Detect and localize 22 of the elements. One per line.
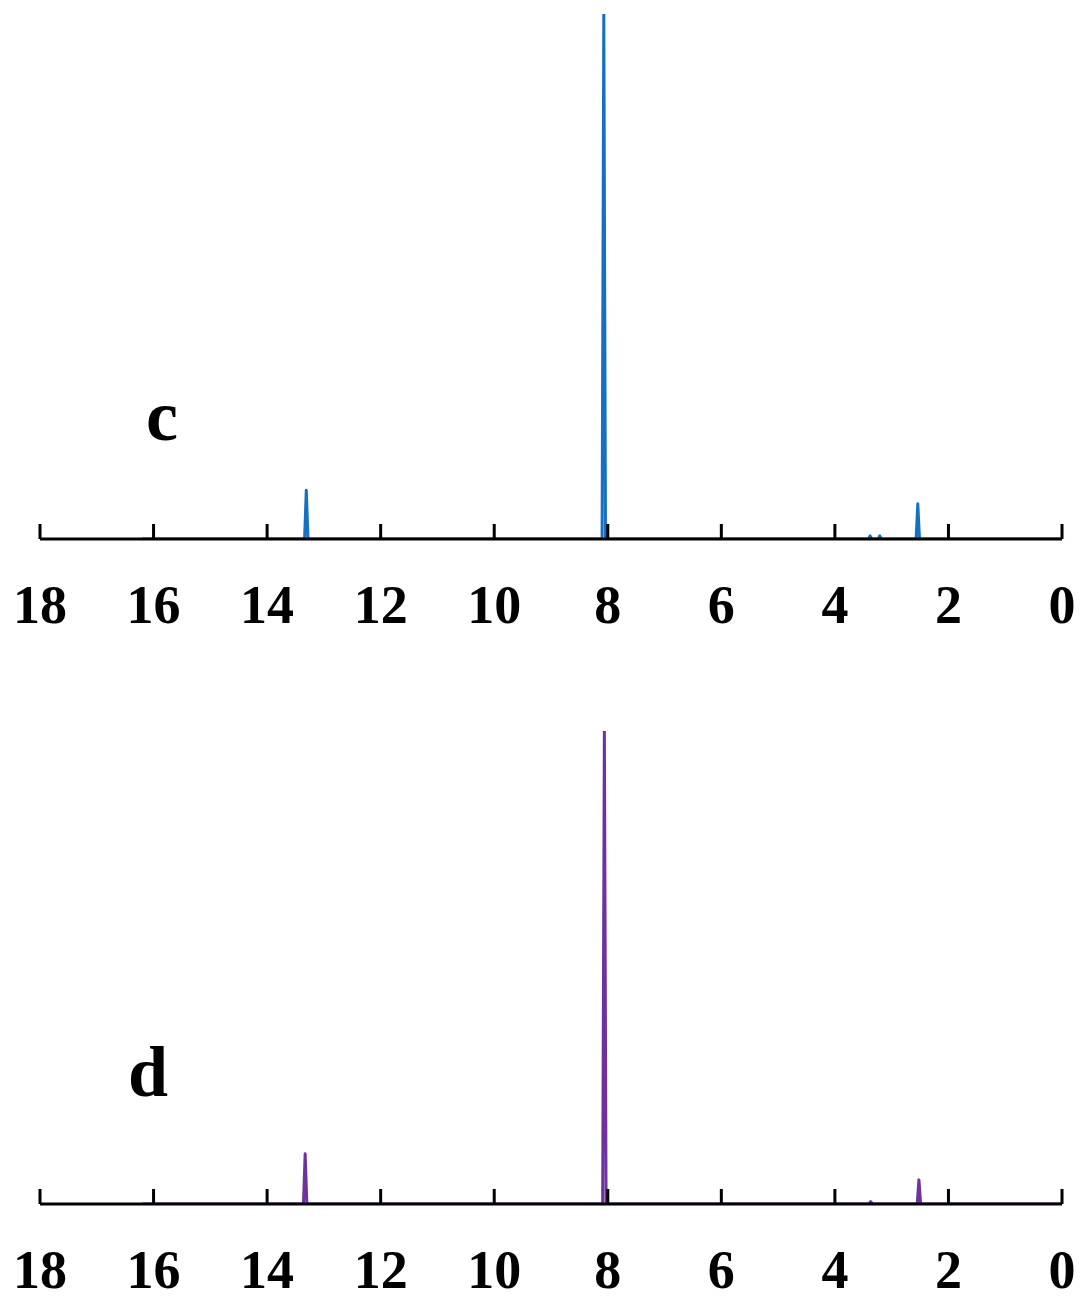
x-tick-label: 8 bbox=[594, 575, 622, 635]
x-tick-label: 18 bbox=[13, 1240, 67, 1296]
x-tick-label: 16 bbox=[126, 575, 181, 635]
x-tick-label: 16 bbox=[126, 1240, 181, 1296]
x-tick-label: 4 bbox=[821, 1240, 849, 1296]
x-tick-label: 4 bbox=[821, 575, 849, 635]
x-tick-label: 0 bbox=[1048, 1240, 1076, 1296]
x-tick-label: 6 bbox=[707, 1240, 735, 1296]
x-tick-label: 10 bbox=[467, 575, 522, 635]
x-tick-label: 14 bbox=[240, 575, 295, 635]
x-tick-label: 12 bbox=[353, 1240, 408, 1296]
x-tick-label: 2 bbox=[934, 1240, 962, 1296]
x-tick-label: 8 bbox=[594, 1240, 622, 1296]
x-tick-label: 18 bbox=[13, 575, 67, 635]
x-tick-label: 10 bbox=[467, 1240, 522, 1296]
x-tick-label: 14 bbox=[240, 1240, 295, 1296]
text: d bbox=[128, 1032, 169, 1112]
x-tick-label: 12 bbox=[353, 575, 408, 635]
x-tick-label: 0 bbox=[1048, 575, 1076, 635]
x-tick-label: 6 bbox=[707, 575, 735, 635]
x-tick-label: 2 bbox=[934, 575, 962, 635]
text: c bbox=[146, 376, 178, 456]
